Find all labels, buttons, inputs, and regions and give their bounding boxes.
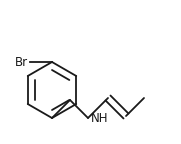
Text: NH: NH bbox=[91, 112, 108, 126]
Text: Br: Br bbox=[15, 55, 28, 69]
